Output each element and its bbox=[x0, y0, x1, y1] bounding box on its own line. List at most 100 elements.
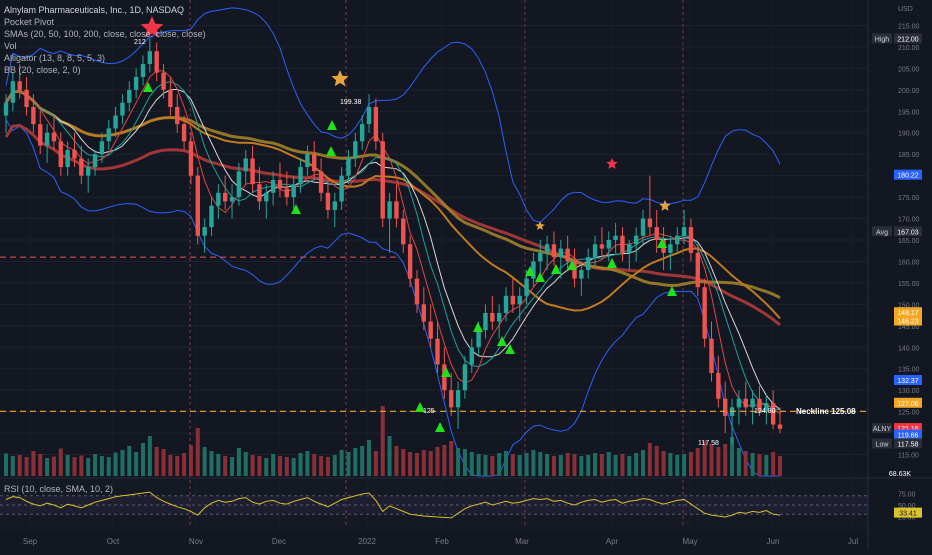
price-label-box bbox=[894, 169, 922, 180]
y-tick-label: 165.00 bbox=[898, 238, 920, 245]
candle-body bbox=[531, 261, 536, 279]
x-tick-label: Apr bbox=[606, 537, 619, 546]
candle-body bbox=[380, 141, 385, 219]
candle-body bbox=[339, 175, 344, 202]
indicator-bollinger[interactable]: BB (20, close, 2, 0) bbox=[4, 65, 81, 75]
price-label-value: 132.37 bbox=[897, 378, 919, 385]
volume-bar bbox=[634, 453, 639, 476]
candle-body bbox=[421, 304, 427, 322]
candle-body bbox=[24, 89, 29, 107]
volume-bar bbox=[606, 452, 611, 476]
indicator-volume[interactable]: Vol bbox=[4, 41, 17, 51]
volume-bar bbox=[408, 452, 413, 476]
volume-bar bbox=[45, 458, 50, 476]
pocket-pivot-arrow bbox=[525, 266, 535, 276]
indicator-pocket-pivot[interactable]: Pocket Pivot bbox=[4, 17, 55, 27]
volume-bar bbox=[127, 446, 132, 476]
candle-body bbox=[613, 235, 618, 240]
chart-title[interactable]: Alnylam Pharmaceuticals, Inc., 1D, NASDA… bbox=[4, 5, 185, 15]
volume-bar bbox=[504, 451, 509, 476]
pivot-star bbox=[535, 221, 545, 230]
volume-bar bbox=[373, 451, 378, 476]
candle-body bbox=[428, 321, 433, 339]
pivot-star bbox=[606, 158, 618, 169]
y-tick-label: 160.00 bbox=[898, 259, 920, 266]
rsi-value-label: 33.41 bbox=[899, 511, 917, 518]
volume-bar bbox=[243, 452, 248, 476]
candle-body bbox=[99, 141, 105, 155]
candle-body bbox=[366, 106, 372, 125]
pocket-pivot-arrow bbox=[667, 286, 677, 296]
price-label-value: 180.22 bbox=[897, 173, 919, 180]
volume-bar bbox=[140, 443, 145, 476]
indicator-smas[interactable]: SMAs (20, 50, 100, 200, close, close, cl… bbox=[4, 29, 206, 39]
y-tick-label: 190.00 bbox=[898, 131, 920, 138]
rsi-legend[interactable]: RSI (10, close, SMA, 10, 2) bbox=[4, 484, 114, 494]
price-label-name: ALNY bbox=[873, 426, 892, 433]
candle-body bbox=[250, 158, 255, 185]
y-tick-label: 175.00 bbox=[898, 195, 920, 202]
candle-body bbox=[154, 51, 159, 73]
pocket-pivot-arrow bbox=[435, 422, 445, 432]
volume-bar bbox=[360, 446, 365, 476]
pocket-pivot-arrow bbox=[415, 402, 425, 412]
volume-bar bbox=[730, 437, 735, 476]
volume-bar bbox=[736, 448, 741, 476]
x-tick-label: Feb bbox=[435, 537, 449, 546]
volume-bar bbox=[325, 457, 330, 476]
indicator-alligator[interactable]: Alligator (13, 8, 8, 5, 5, 3) bbox=[4, 53, 106, 63]
candle-body bbox=[496, 312, 502, 322]
volume-bar bbox=[524, 453, 529, 476]
candle-body bbox=[373, 106, 379, 142]
candle-body bbox=[524, 278, 529, 296]
price-label-box bbox=[894, 423, 922, 434]
candle-body bbox=[681, 227, 687, 236]
volume-bar bbox=[120, 450, 125, 476]
candle-body bbox=[359, 124, 365, 142]
volume-bar bbox=[250, 455, 255, 476]
volume-bar bbox=[586, 455, 591, 476]
y-tick-label: 195.00 bbox=[898, 109, 920, 116]
candle-body bbox=[647, 218, 653, 228]
candle-body bbox=[243, 158, 248, 172]
price-label-name: Avg bbox=[876, 229, 888, 236]
volume-bar bbox=[572, 454, 577, 476]
x-tick-label: Oct bbox=[107, 537, 120, 546]
pocket-pivot-arrow bbox=[657, 238, 667, 248]
candle-body bbox=[31, 106, 36, 125]
volume-bar bbox=[134, 452, 139, 476]
volume-bar bbox=[778, 456, 782, 476]
volume-bar bbox=[4, 453, 8, 476]
volume-bar bbox=[10, 456, 15, 476]
y-tick-label: 135.00 bbox=[898, 367, 920, 374]
candle-body bbox=[127, 89, 132, 103]
price-label-tag bbox=[872, 226, 892, 237]
volume-bar bbox=[688, 452, 693, 476]
volume-bar bbox=[168, 455, 173, 476]
pocket-pivot-arrow bbox=[505, 344, 515, 354]
volume-bar bbox=[565, 453, 570, 476]
candle-body bbox=[44, 132, 50, 146]
candle-body bbox=[10, 81, 16, 103]
volume-bar bbox=[380, 406, 385, 476]
volume-bar bbox=[394, 446, 399, 476]
candle-body bbox=[133, 76, 139, 90]
volume-bar bbox=[510, 454, 515, 476]
price-label-box bbox=[894, 397, 922, 408]
bollinger-lower bbox=[5, 119, 780, 477]
candle-body bbox=[572, 261, 577, 279]
candle-body bbox=[175, 106, 180, 125]
volume-bar bbox=[757, 454, 762, 476]
candle-body bbox=[455, 390, 461, 408]
candle-body bbox=[85, 167, 91, 176]
price-label-value: 148.17 bbox=[897, 310, 919, 317]
volume-bar bbox=[346, 452, 351, 476]
candle-body bbox=[538, 252, 543, 262]
pocket-pivot-arrow bbox=[497, 336, 507, 346]
volume-bar bbox=[716, 447, 721, 476]
price-label-value: 117.58 bbox=[898, 441, 919, 448]
candle-body bbox=[216, 192, 221, 206]
price-label-name: Low bbox=[876, 441, 890, 448]
